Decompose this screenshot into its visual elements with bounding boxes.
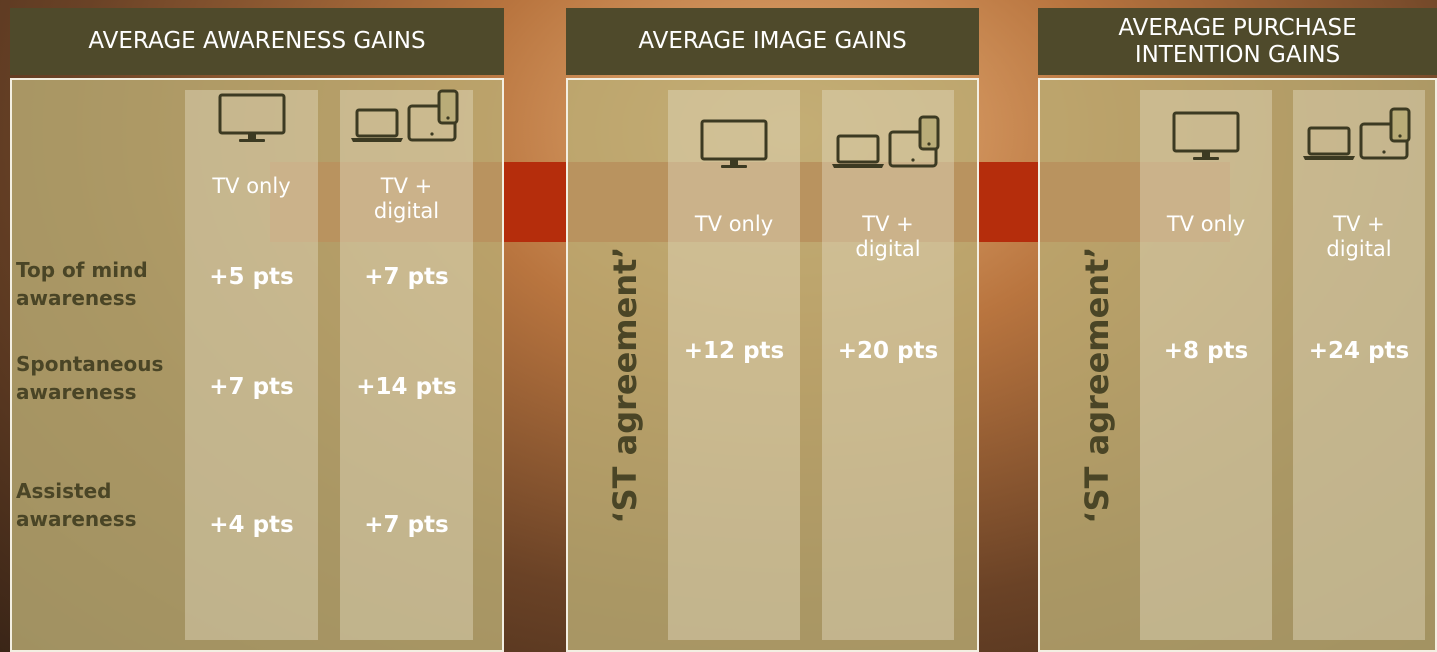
column-strip	[1140, 90, 1272, 640]
value: +24 pts	[1299, 338, 1419, 364]
column-strip	[340, 90, 473, 640]
tv-icon	[1171, 110, 1241, 166]
value: +7 pts	[347, 264, 467, 290]
column-label: TV + digital	[367, 174, 447, 224]
digital-icon	[351, 88, 463, 148]
digital-icon	[832, 114, 944, 174]
column-label: TV + digital	[1319, 212, 1399, 262]
value: +20 pts	[828, 338, 948, 364]
panel-header: AVERAGE PURCHASE INTENTION GAINS	[1038, 8, 1437, 75]
value: +5 pts	[192, 264, 312, 290]
value: +12 pts	[674, 338, 794, 364]
value: +8 pts	[1146, 338, 1266, 364]
panel-header: AVERAGE IMAGE GAINS	[566, 8, 979, 75]
row-label: Spontaneous awareness	[16, 350, 188, 406]
column-label: TV + digital	[848, 212, 928, 262]
column-label: TV only	[1166, 212, 1246, 237]
side-label: ‘ST agreement’	[606, 246, 644, 523]
value: +4 pts	[192, 512, 312, 538]
column-label: TV only	[694, 212, 774, 237]
tv-icon	[217, 92, 287, 148]
side-label: ‘ST agreement’	[1078, 246, 1116, 523]
digital-icon	[1303, 106, 1415, 166]
value: +14 pts	[347, 374, 467, 400]
panel-header: AVERAGE AWARENESS GAINS	[10, 8, 504, 75]
row-label: Top of mind awareness	[16, 256, 188, 312]
tv-icon	[699, 118, 769, 174]
column-strip	[1293, 90, 1425, 640]
value: +7 pts	[347, 512, 467, 538]
row-label: Assisted awareness	[16, 477, 188, 533]
column-strip	[185, 90, 318, 640]
value: +7 pts	[192, 374, 312, 400]
infographic: AVERAGE AWARENESS GAINS TV only TV + digit…	[0, 0, 1437, 652]
column-label: TV only	[212, 174, 292, 199]
